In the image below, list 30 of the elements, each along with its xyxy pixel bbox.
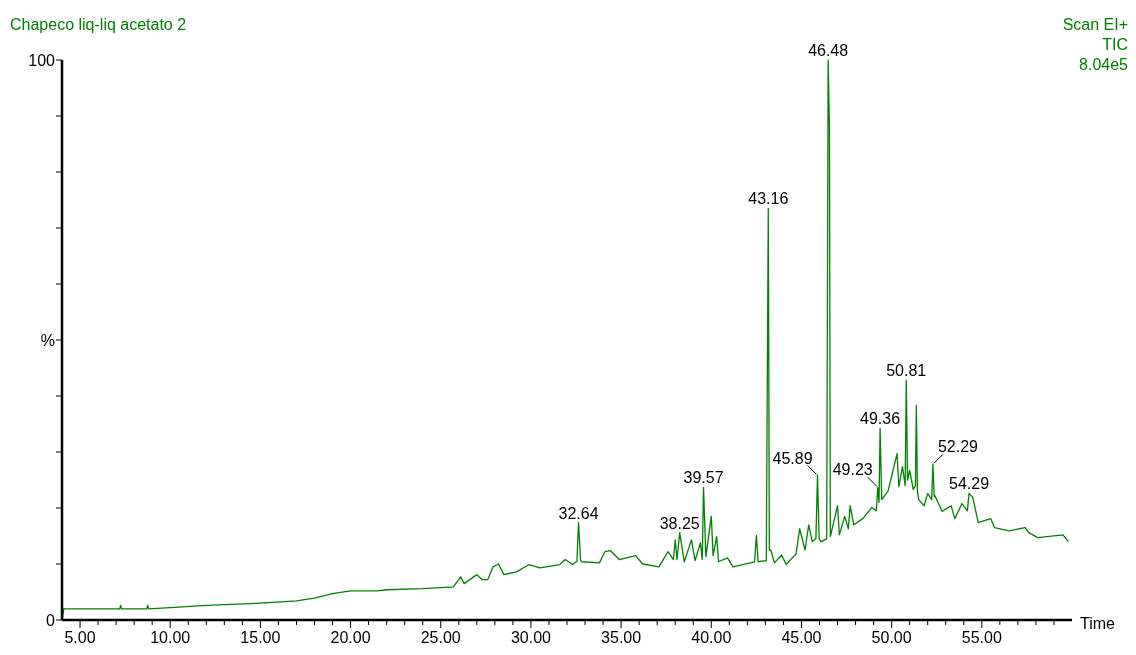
x-tick-label: 45.00 [781,629,822,646]
x-tick-label: 35.00 [601,629,642,646]
y-axis-title: % [40,332,55,349]
chart-title: Chapeco liq-liq acetato 2 [10,16,187,33]
annotation: 52.29 [937,438,979,456]
x-tick-label: 20.00 [330,629,371,646]
annotation: 49.23 [832,461,873,479]
annotation: 50.81 [886,362,927,380]
annotation: 45.89 [772,449,813,467]
text: TIC [1102,36,1128,53]
annotation: 49.36 [860,410,901,428]
x-tick-label: 10.00 [150,629,191,646]
x-tick-label: 25.00 [420,629,461,646]
y-tick-label: 100 [28,52,56,69]
annotation: 38.25 [659,514,700,532]
x-tick-label: 50.00 [871,629,912,646]
x-tick-label: 40.00 [691,629,732,646]
text: 8.04e5 [1079,56,1129,73]
x-tick-label: 55.00 [961,629,1002,646]
text: Scan EI+ [1062,16,1128,33]
annotation: 43.16 [748,190,789,208]
x-axis-title: Time [1080,615,1116,632]
x-tick-label: 15.00 [240,629,281,646]
annotation: 54.29 [948,475,990,493]
annotation: 46.48 [808,42,849,59]
y-tick-label: 0 [46,612,56,629]
x-tick-label: 30.00 [510,629,552,646]
annotation: 39.57 [683,469,724,487]
x-tick-label: 5.00 [64,629,96,646]
annotation: 32.64 [558,504,599,522]
